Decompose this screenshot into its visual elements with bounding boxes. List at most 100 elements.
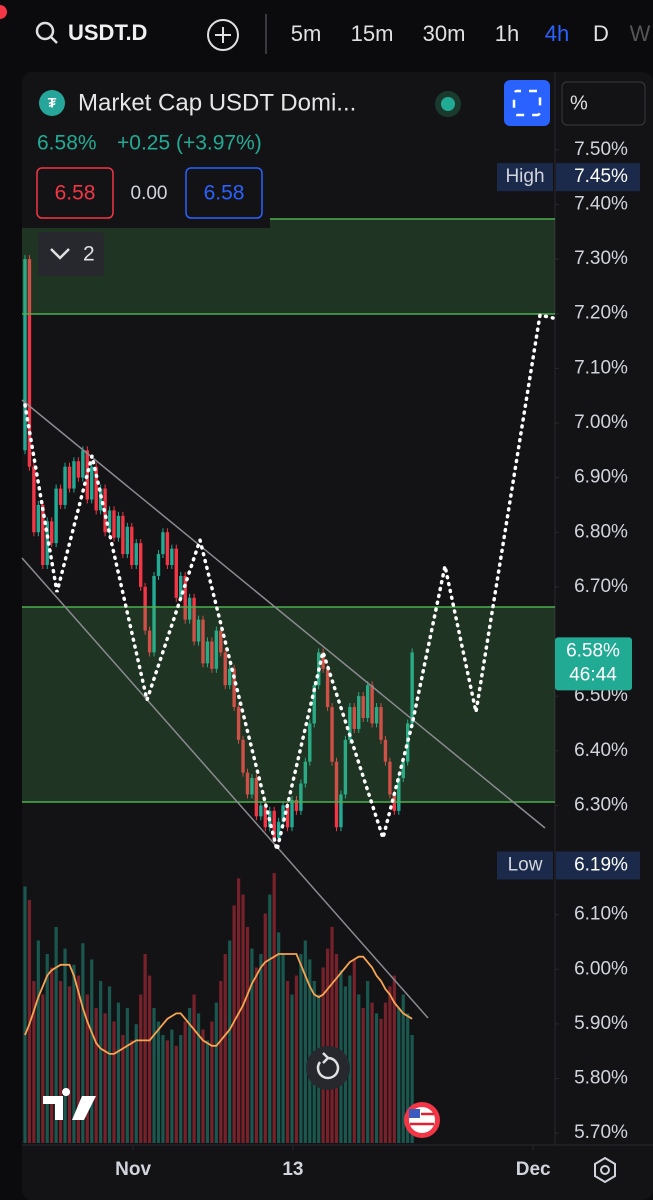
- reset-icon: [322, 1052, 330, 1064]
- interval[interactable]: 30m: [423, 21, 466, 46]
- candle-body: [245, 772, 250, 795]
- indicators-toggle[interactable]: 2: [38, 232, 104, 276]
- interval[interactable]: 15m: [351, 21, 394, 46]
- volume-bar: [241, 894, 245, 1143]
- candle-body: [285, 805, 290, 828]
- last-price-badge: [555, 637, 632, 691]
- candle-body: [236, 707, 241, 740]
- candle-body: [138, 543, 143, 587]
- y-tick-label: 6.00%: [574, 958, 628, 979]
- volume-bar: [54, 927, 58, 1143]
- add-symbol[interactable]: [207, 19, 239, 51]
- y-tick-label: 6.90%: [574, 467, 628, 488]
- spread: 0.00: [131, 183, 168, 204]
- candle-body: [156, 554, 161, 576]
- y-tick-label: 7.50%: [574, 139, 628, 160]
- candle-body: [147, 630, 152, 653]
- fullscreen-button[interactable]: [504, 80, 550, 126]
- interval[interactable]: 1h: [495, 21, 519, 46]
- volume-bar: [263, 913, 267, 1143]
- candle-body: [254, 778, 259, 817]
- volume-bar: [303, 940, 307, 1143]
- y-tick-label: 6.80%: [574, 521, 628, 542]
- volume-bar: [250, 948, 254, 1143]
- interval[interactable]: 5m: [291, 21, 322, 46]
- symbol: USDT.D: [68, 20, 147, 45]
- volume-bar: [210, 1021, 214, 1143]
- volume-bar: [188, 1008, 192, 1143]
- candle-body: [214, 630, 219, 669]
- volume-bar: [214, 1002, 218, 1143]
- candle-body: [303, 761, 308, 784]
- interval[interactable]: W: [630, 21, 651, 46]
- volume-bar: [388, 986, 392, 1143]
- events-flag[interactable]: [404, 1102, 440, 1138]
- fullscreen-icon: [512, 89, 542, 117]
- x-tick-label: 13: [282, 1159, 303, 1180]
- settings-button[interactable]: [594, 1156, 616, 1184]
- volume-bar: [379, 1018, 383, 1143]
- candle-body: [196, 619, 201, 642]
- candle-body: [90, 466, 94, 500]
- reset-button[interactable]: [306, 1046, 350, 1090]
- candle-body: [107, 510, 112, 533]
- tv-logo: [43, 1088, 96, 1120]
- candle-body: [210, 641, 214, 669]
- volume-bar: [36, 940, 40, 1143]
- candle-body: [161, 532, 165, 555]
- live-indicator: [441, 97, 455, 111]
- last-price: 6.58%: [566, 640, 620, 661]
- volume-bar: [254, 967, 258, 1143]
- volume-bar: [41, 994, 45, 1143]
- symbol-logo: [39, 90, 65, 116]
- volume-bar: [45, 954, 49, 1143]
- volume-bar: [228, 940, 232, 1143]
- buy-button[interactable]: 6.58: [185, 167, 263, 219]
- symbol-logo-glyph: ₮: [48, 95, 57, 111]
- volume-bar: [361, 1008, 365, 1143]
- volume-bar: [366, 981, 370, 1143]
- search[interactable]: USDT.D: [35, 20, 147, 45]
- volume-bar: [397, 1008, 401, 1143]
- sell-button[interactable]: 6.58: [36, 167, 114, 219]
- y-tick-label: 7.30%: [574, 248, 628, 269]
- badge: [556, 163, 640, 192]
- candle-body: [205, 641, 210, 664]
- volume-bar: [147, 975, 152, 1143]
- candle-body: [94, 466, 98, 511]
- volume-bar: [325, 948, 330, 1143]
- candle-body: [357, 696, 361, 729]
- y-tick-label: 6.40%: [574, 740, 628, 761]
- volume-bar: [299, 954, 303, 1143]
- volume-bar: [192, 994, 196, 1143]
- search-icon: [35, 21, 55, 41]
- scale-mode-button[interactable]: %: [561, 81, 646, 126]
- candle-body: [41, 504, 45, 566]
- interval[interactable]: D: [593, 21, 609, 46]
- candle-body: [36, 504, 41, 533]
- candle-body: [263, 805, 267, 828]
- candle-body: [290, 799, 294, 828]
- y-tick-label: 7.00%: [574, 412, 628, 433]
- volume-bar: [99, 981, 103, 1143]
- volume-bar: [281, 954, 285, 1143]
- candle-body: [67, 466, 72, 489]
- x-tick-label: Dec: [516, 1159, 551, 1180]
- volume-bar: [290, 994, 294, 1143]
- volume-bar: [107, 986, 112, 1143]
- volume-bar: [219, 981, 223, 1143]
- y-tick-label: 6.70%: [574, 576, 628, 597]
- candle-body: [330, 707, 334, 762]
- candle-body: [294, 799, 299, 811]
- volume-bar: [156, 1021, 161, 1143]
- volume-bar: [134, 1024, 138, 1143]
- settings-icon: [600, 1165, 610, 1175]
- reset-bg: [306, 1046, 350, 1090]
- volume-bar: [205, 1040, 210, 1143]
- interval[interactable]: 4h: [545, 21, 569, 46]
- candle-body: [272, 810, 276, 839]
- candle-body: [170, 548, 174, 566]
- candle-body: [201, 619, 205, 664]
- volume-bar: [277, 932, 281, 1143]
- candle-body: [397, 778, 401, 811]
